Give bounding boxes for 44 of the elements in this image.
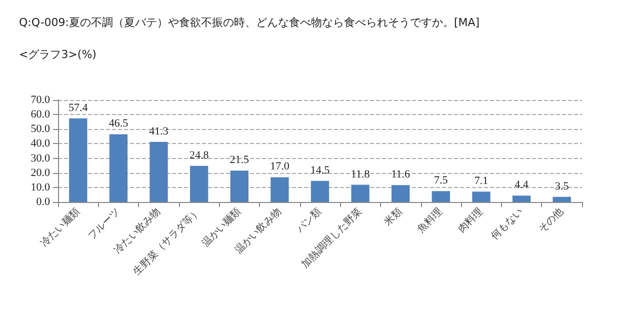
data-label: 46.5 — [108, 118, 129, 130]
data-label: 24.8 — [189, 149, 210, 162]
x-tick-label: パン類 — [293, 205, 324, 236]
y-tick-label: 30.0 — [30, 152, 50, 164]
y-tick-label: 20.0 — [30, 166, 50, 179]
data-label: 57.4 — [68, 102, 88, 114]
bar — [69, 118, 88, 202]
data-label: 17.0 — [270, 160, 290, 173]
bar — [230, 170, 248, 202]
data-label: 11.8 — [350, 168, 370, 180]
bar — [432, 191, 450, 202]
y-tick-label: 60.0 — [30, 108, 50, 121]
bar — [109, 134, 128, 202]
data-label: 7.1 — [474, 175, 488, 188]
bar — [351, 184, 370, 202]
y-tick-label: 40.0 — [30, 138, 50, 150]
x-tick-label: 冷たい麺類 — [38, 205, 82, 250]
x-tick-label: 米類 — [382, 205, 405, 228]
x-tick-label: 魚料理 — [415, 205, 445, 236]
y-tick-label: 10.0 — [30, 181, 50, 194]
chart-subtitle: <グラフ3>(%) — [19, 48, 96, 61]
bar — [512, 196, 531, 202]
y-tick-label: 70.0 — [30, 94, 50, 106]
x-tick-label: 肉料理 — [455, 205, 486, 236]
data-label: 21.5 — [230, 154, 250, 166]
bar — [552, 196, 571, 202]
x-tick-label: フルーツ — [86, 206, 122, 242]
data-label: 7.5 — [434, 174, 448, 187]
bar — [310, 180, 330, 202]
chart-title: Q:Q-009:夏の不調（夏バテ）や食欲不振の時、どんな食べ物なら食べられそうですか。[MA] — [19, 16, 480, 29]
y-tick-label: 50.0 — [30, 123, 50, 136]
y-tick-label: 0.0 — [36, 196, 50, 208]
x-tick-label: その他 — [536, 205, 566, 236]
bar — [472, 192, 490, 202]
data-label: 3.5 — [554, 180, 570, 192]
data-label: 14.5 — [310, 164, 330, 176]
data-label: 4.4 — [514, 179, 529, 192]
data-label: 11.6 — [391, 168, 411, 181]
bar — [392, 185, 410, 202]
data-label: 41.3 — [149, 125, 169, 138]
bar — [190, 166, 208, 202]
bar — [270, 177, 289, 202]
x-tick-label: 何もない — [489, 206, 526, 242]
bar — [150, 142, 168, 202]
